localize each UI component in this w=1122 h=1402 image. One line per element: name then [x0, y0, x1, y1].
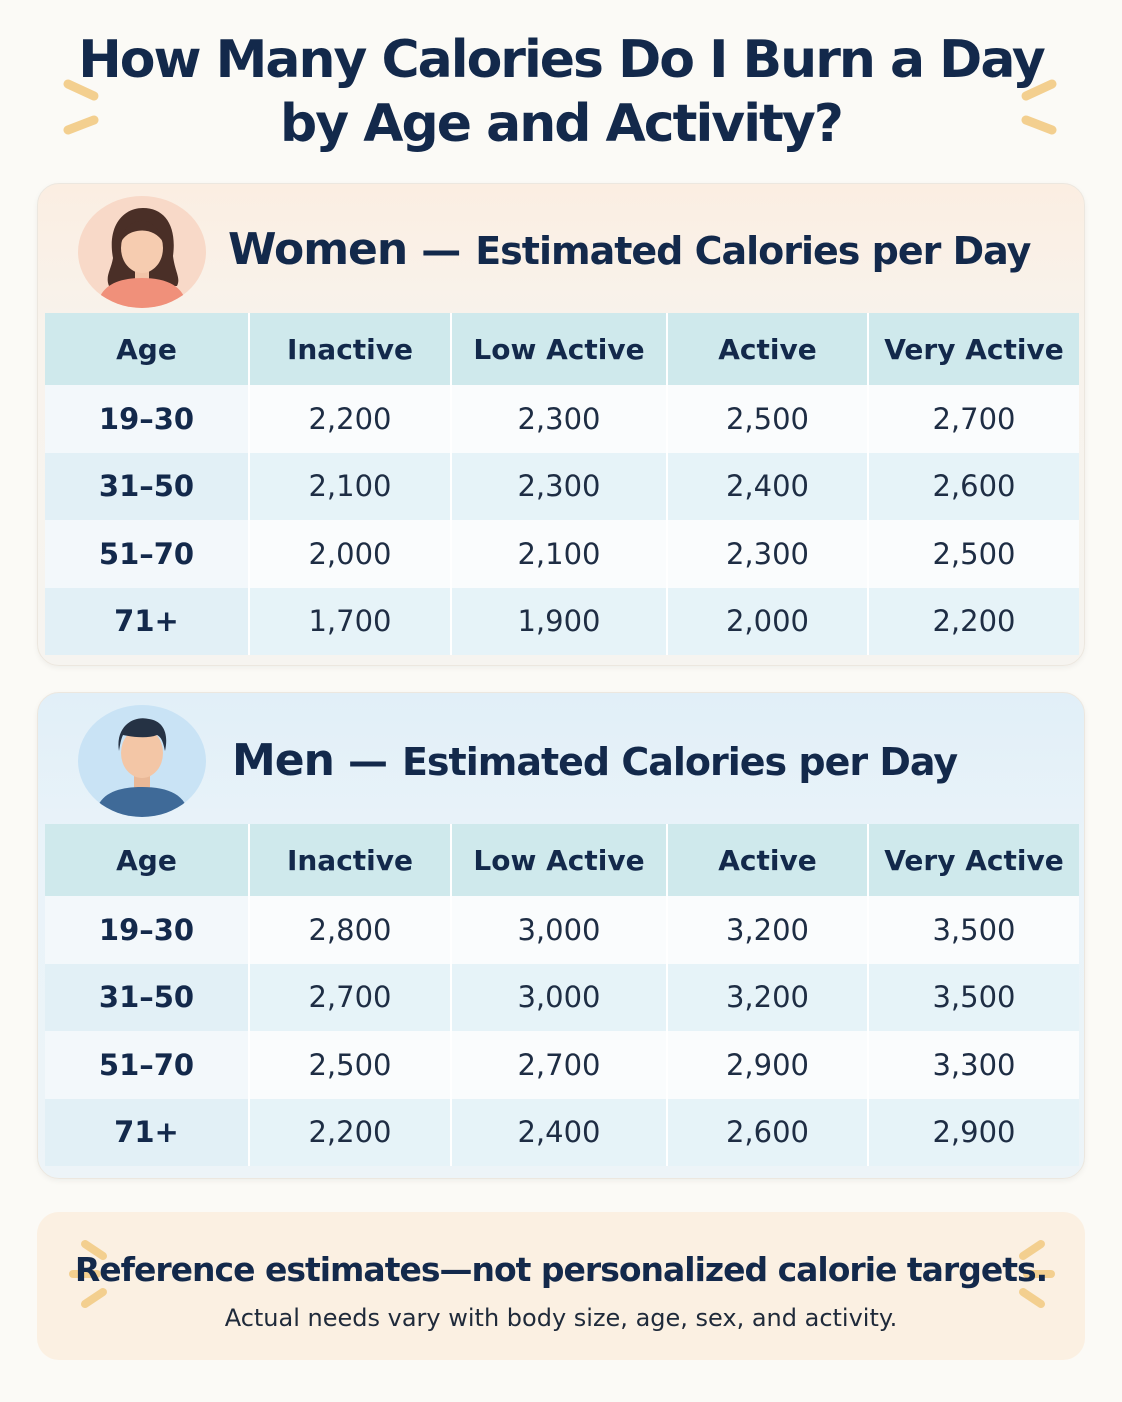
women-heading-dash: —: [421, 228, 462, 274]
very-active-cell: 2,900: [868, 1098, 1079, 1166]
table-row: 31–50 2,100 2,300 2,400 2,600: [45, 452, 1079, 520]
table-row: 51–70 2,000 2,100 2,300 2,500: [45, 520, 1079, 588]
men-heading-gender: Men: [232, 735, 335, 786]
very-active-cell: 2,700: [868, 385, 1079, 453]
disclaimer-heading: Reference estimates—not personalized cal…: [74, 1250, 1048, 1289]
age-cell: 51–70: [45, 1031, 250, 1099]
active-cell: 2,000: [667, 587, 869, 655]
disclaimer-note: Reference estimates—not personalized cal…: [37, 1212, 1085, 1360]
women-heading-subtitle: Estimated Calories per Day: [475, 229, 1031, 273]
low-active-cell: 2,700: [451, 1031, 668, 1099]
low-active-cell: 1,900: [451, 587, 668, 655]
page-title-line-1: How Many Calories Do I Burn a Day: [78, 30, 1045, 90]
men-panel: Men — Estimated Calories per Day Age Inact…: [37, 692, 1085, 1179]
women-panel: Women — Estimated Calories per Day Age Ina…: [37, 183, 1085, 666]
active-cell: 3,200: [667, 896, 869, 964]
inactive-cell: 2,500: [249, 1031, 452, 1099]
table-row: 71+ 2,200 2,400 2,600 2,900: [45, 1098, 1079, 1166]
very-active-cell: 3,300: [868, 1031, 1079, 1099]
age-cell: 19–30: [45, 385, 250, 453]
column-header-age: Age: [45, 824, 250, 896]
low-active-cell: 2,300: [451, 452, 668, 520]
table-header-row: Age Inactive Low Active Active Very Acti…: [45, 824, 1079, 896]
men-calorie-table: Age Inactive Low Active Active Very Acti…: [45, 824, 1079, 1166]
table-header-row: Age Inactive Low Active Active Very Acti…: [45, 313, 1079, 385]
column-header-age: Age: [45, 313, 250, 385]
woman-avatar-icon: [77, 196, 207, 308]
sparkle-icon: [1000, 70, 1120, 150]
column-header-active: Active: [667, 824, 869, 896]
column-header-low-active: Low Active: [451, 824, 668, 896]
women-section-heading: Women — Estimated Calories per Day: [228, 224, 1031, 275]
active-cell: 2,600: [667, 1098, 869, 1166]
inactive-cell: 2,200: [249, 1098, 452, 1166]
column-header-very-active: Very Active: [868, 824, 1079, 896]
active-cell: 2,400: [667, 452, 869, 520]
inactive-cell: 2,700: [249, 963, 452, 1031]
table-row: 51–70 2,500 2,700 2,900 3,300: [45, 1031, 1079, 1099]
man-avatar-icon: [77, 705, 207, 817]
column-header-very-active: Very Active: [868, 313, 1079, 385]
women-calorie-table: Age Inactive Low Active Active Very Acti…: [45, 313, 1079, 655]
age-cell: 31–50: [45, 452, 250, 520]
table-row: 19–30 2,200 2,300 2,500 2,700: [45, 385, 1079, 453]
inactive-cell: 2,100: [249, 452, 452, 520]
very-active-cell: 3,500: [868, 896, 1079, 964]
age-cell: 51–70: [45, 520, 250, 588]
inactive-cell: 2,000: [249, 520, 452, 588]
very-active-cell: 3,500: [868, 963, 1079, 1031]
low-active-cell: 3,000: [451, 896, 668, 964]
page-title: How Many Calories Do I Burn a Day by Age…: [0, 28, 1122, 156]
age-cell: 71+: [45, 587, 250, 655]
column-header-inactive: Inactive: [249, 313, 452, 385]
table-row: 71+ 1,700 1,900 2,000 2,200: [45, 587, 1079, 655]
low-active-cell: 3,000: [451, 963, 668, 1031]
men-heading-subtitle: Estimated Calories per Day: [401, 740, 958, 784]
very-active-cell: 2,600: [868, 452, 1079, 520]
inactive-cell: 2,200: [249, 385, 452, 453]
active-cell: 2,300: [667, 520, 869, 588]
very-active-cell: 2,200: [868, 587, 1079, 655]
sparkle-icon: [50, 70, 170, 150]
column-header-inactive: Inactive: [249, 824, 452, 896]
low-active-cell: 2,400: [451, 1098, 668, 1166]
low-active-cell: 2,300: [451, 385, 668, 453]
women-heading-gender: Women: [228, 224, 408, 275]
table-row: 19–30 2,800 3,000 3,200 3,500: [45, 896, 1079, 964]
age-cell: 71+: [45, 1098, 250, 1166]
column-header-low-active: Low Active: [451, 313, 668, 385]
inactive-cell: 1,700: [249, 587, 452, 655]
disclaimer-text: Actual needs vary with body size, age, s…: [224, 1304, 898, 1332]
very-active-cell: 2,500: [868, 520, 1079, 588]
active-cell: 3,200: [667, 963, 869, 1031]
men-section-heading: Men — Estimated Calories per Day: [232, 735, 958, 786]
sparkle-icon: [997, 1232, 1087, 1332]
age-cell: 19–30: [45, 896, 250, 964]
men-heading-dash: —: [347, 739, 388, 785]
sparkle-icon: [57, 1232, 147, 1332]
active-cell: 2,500: [667, 385, 869, 453]
page-title-line-2: by Age and Activity?: [280, 94, 844, 154]
active-cell: 2,900: [667, 1031, 869, 1099]
column-header-active: Active: [667, 313, 869, 385]
inactive-cell: 2,800: [249, 896, 452, 964]
table-row: 31–50 2,700 3,000 3,200 3,500: [45, 963, 1079, 1031]
age-cell: 31–50: [45, 963, 250, 1031]
low-active-cell: 2,100: [451, 520, 668, 588]
